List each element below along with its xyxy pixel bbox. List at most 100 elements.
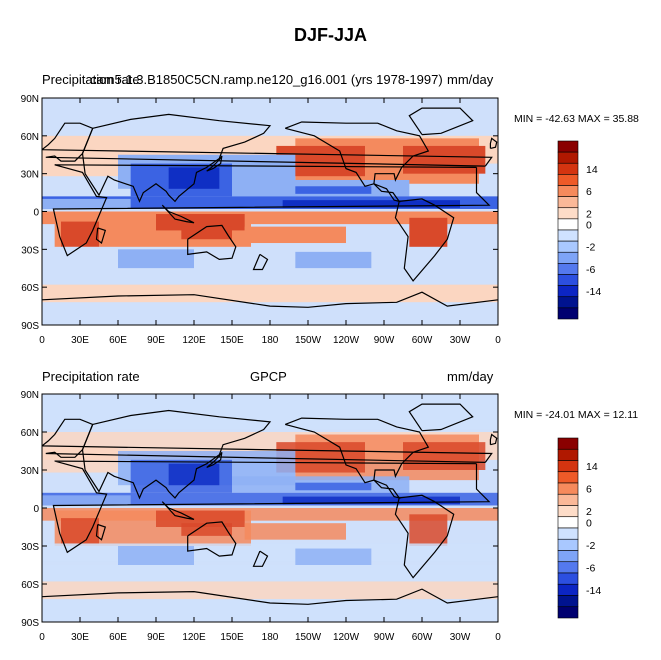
anomaly-region (42, 198, 131, 209)
panel2-map: 0 30E 60E 90E 120E 150E 180 150W 120W 90W 60W 30W 09… (21, 390, 502, 643)
colorbar-box (557, 595, 579, 608)
anomaly-region (118, 546, 194, 565)
coastline (284, 417, 430, 484)
colorbar-label: 2 (586, 208, 592, 220)
colorbar-box (557, 162, 579, 175)
colorbar-label: 14 (586, 461, 598, 473)
coastline (42, 588, 498, 605)
anomaly-region (42, 447, 118, 473)
coastline (161, 501, 195, 520)
anomaly-region (42, 302, 498, 325)
x-tick-label: 0 (495, 632, 501, 643)
coastline (52, 460, 491, 554)
x-tick-label: 150W (295, 335, 322, 346)
coastline (408, 403, 474, 432)
colorbar-box (557, 185, 579, 197)
colorbar-box (557, 285, 579, 298)
panel1-units-label: mm/day (447, 72, 494, 87)
coastline (187, 521, 237, 557)
coastline (187, 224, 237, 261)
anomaly-region (244, 523, 346, 540)
x-tick-label: 150W (295, 632, 322, 643)
anomaly-region (42, 581, 498, 600)
colorbar-box (557, 251, 579, 264)
coastline (81, 113, 272, 203)
colorbar-box (557, 151, 579, 164)
anomaly-region (181, 523, 232, 536)
x-tick-label: 150E (220, 632, 244, 643)
x-tick-label: 30E (71, 335, 89, 346)
colorbar-box (557, 437, 579, 450)
anomaly-region (181, 226, 232, 240)
x-tick-label: 0 (39, 632, 45, 643)
anomaly-region (295, 482, 372, 491)
x-tick-label: 60E (109, 335, 127, 346)
colorbar-box (557, 229, 579, 242)
anomaly-region (42, 394, 498, 430)
coastline (161, 204, 195, 224)
anomaly-region (42, 98, 498, 134)
colorbar-box (557, 516, 579, 529)
anomaly-region (295, 186, 372, 194)
anomaly-region (118, 249, 194, 269)
y-tick-label: 0 (33, 208, 39, 219)
coastline (394, 198, 455, 282)
x-tick-label: 60E (109, 632, 127, 643)
y-tick-label: 30N (21, 170, 39, 181)
colorbar-box (557, 527, 579, 540)
anomaly-region (295, 251, 372, 269)
anomaly-region (61, 518, 99, 544)
panel2-colorbar: 14 6 20 -2 -6 -14 (557, 437, 601, 619)
x-tick-label: 30W (450, 335, 471, 346)
x-tick-label: 150E (220, 335, 244, 346)
colorbar-label: -14 (586, 585, 601, 597)
coastline (206, 155, 223, 172)
y-tick-label: 60N (21, 428, 39, 439)
colorbar-label: -2 (586, 242, 595, 254)
colorbar-box (557, 274, 579, 286)
colorbar-box (557, 296, 579, 309)
figure-title: DJF-JJA (293, 25, 368, 45)
colorbar-label: -6 (586, 562, 595, 574)
colorbar-box (557, 538, 579, 551)
y-tick-label: 90S (21, 321, 39, 332)
anomaly-region (42, 284, 498, 303)
anomaly-region (61, 221, 99, 247)
colorbar-box (557, 448, 579, 461)
y-tick-label: 30S (21, 542, 39, 553)
anomaly-region (295, 548, 372, 565)
anomaly-region (42, 599, 498, 622)
anomaly-region (168, 167, 220, 189)
x-tick-label: 120E (182, 335, 206, 346)
colorbar-box (557, 606, 579, 619)
colorbar-label: -2 (586, 540, 595, 552)
colorbar-box (557, 196, 579, 209)
coastline (42, 418, 493, 463)
colorbar-box (557, 505, 579, 518)
x-tick-label: 120E (182, 632, 206, 643)
panel1-map: 0 30E 60E 90E 120E 150E 180 150W 120W 90W 60W 30W 09… (21, 94, 502, 346)
anomaly-region (244, 226, 346, 244)
coastline (42, 291, 498, 308)
x-tick-label: 120W (333, 632, 360, 643)
x-tick-label: 90E (147, 335, 165, 346)
panel1-colorbar: 14 6 20 -2 -6 -14 (557, 140, 601, 320)
coastline (489, 137, 498, 149)
colorbar-box (557, 207, 579, 220)
x-tick-label: 90W (374, 632, 395, 643)
x-tick-label: 120W (333, 335, 360, 346)
colorbar-box (557, 561, 579, 574)
colorbar-label: -6 (586, 264, 595, 276)
x-tick-label: 30W (450, 632, 471, 643)
x-tick-label: 0 (495, 335, 501, 346)
anomaly-region (42, 565, 498, 582)
colorbar-label: 0 (586, 517, 592, 529)
y-tick-label: 90N (21, 94, 39, 105)
y-tick-label: 60S (21, 283, 39, 294)
colorbar-box (557, 493, 579, 506)
coastline (52, 164, 491, 257)
colorbar-label: 2 (586, 506, 592, 518)
y-tick-label: 30N (21, 466, 39, 477)
y-tick-label: 90N (21, 390, 39, 401)
